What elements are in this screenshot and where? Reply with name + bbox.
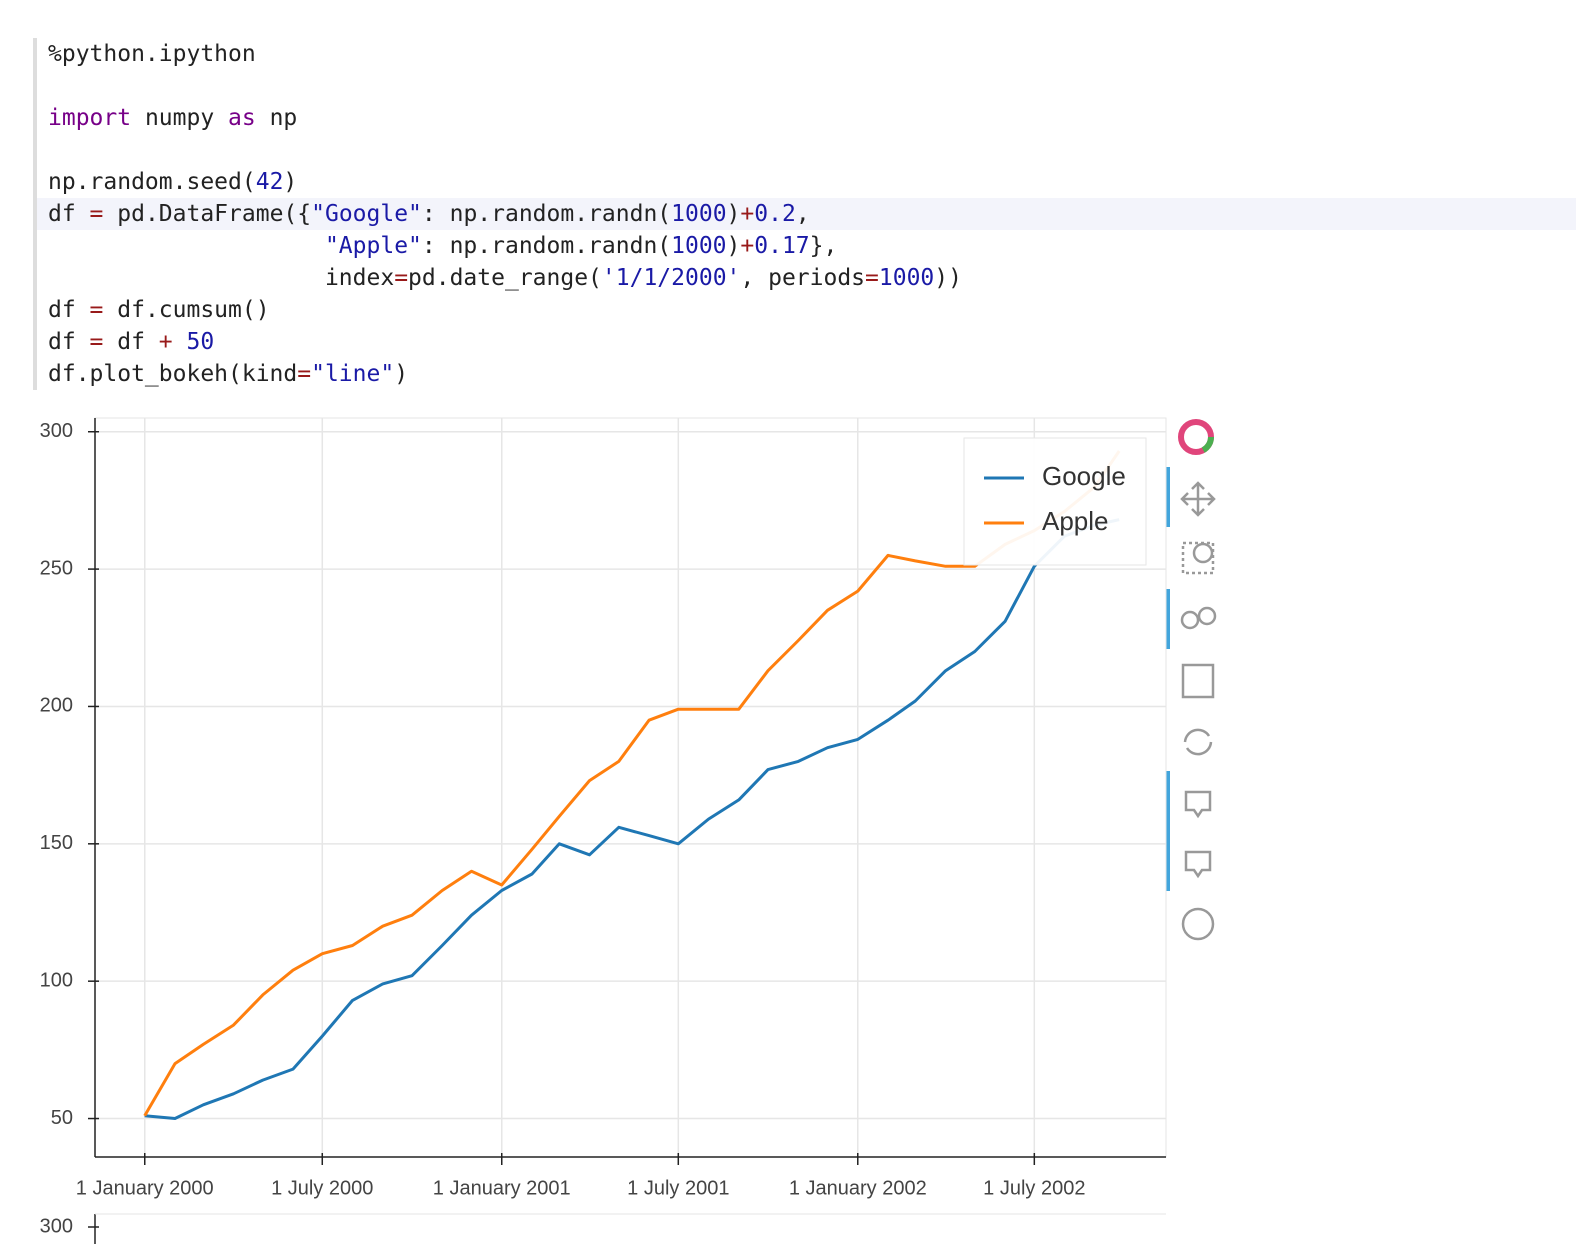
code-line: np.random.seed(42) <box>37 166 1576 198</box>
x-tick-label: 1 July 2002 <box>983 1177 1085 1199</box>
box-zoom-lens <box>1192 542 1214 564</box>
code-token: 1000 <box>878 265 935 291</box>
code-token: : np.random.randn( <box>421 201 672 227</box>
y-tick-label: 250 <box>40 557 73 579</box>
code-token: numpy <box>131 105 229 131</box>
code-token: df <box>103 329 159 355</box>
code-line: "Apple": np.random.randn(1000)+0.17}, <box>37 230 1576 262</box>
code-token: as <box>228 105 256 131</box>
legend-label: Google <box>1042 461 1126 491</box>
code-token: : np.random.randn( <box>421 233 672 259</box>
x-tick-label: 1 January 2000 <box>76 1177 214 1199</box>
help-tool[interactable] <box>1181 907 1215 941</box>
wheel-zoom-tool[interactable] <box>1180 610 1200 630</box>
wheel-zoom-lens <box>1197 606 1217 626</box>
code-token: import <box>48 105 132 131</box>
code-token: = <box>89 297 104 323</box>
save-tool[interactable] <box>1181 663 1215 699</box>
code-token: = <box>89 329 104 355</box>
code-token: ) <box>394 361 409 387</box>
code-token: = <box>89 201 104 227</box>
bokeh-logo-part <box>1178 419 1214 455</box>
code-token: df <box>48 329 90 355</box>
code-line: df.plot_bokeh(kind="line") <box>37 358 1576 390</box>
code-token: 42 <box>255 169 284 195</box>
y-tick-label: 300 <box>40 420 73 442</box>
code-token: + <box>740 233 755 259</box>
series-line <box>144 518 1120 1120</box>
hover-tool[interactable] <box>1184 850 1212 879</box>
x-tick-label: 1 July 2001 <box>627 1177 729 1199</box>
x-tick-label: 1 January 2001 <box>433 1177 571 1199</box>
code-token: pd.DataFrame({ <box>103 201 312 227</box>
code-token: df.plot_bokeh(kind <box>48 361 298 387</box>
code-token: 1000 <box>671 201 727 227</box>
code-token: = <box>394 265 409 291</box>
code-token: pd.date_range( <box>408 265 602 291</box>
code-token: ) <box>283 169 298 195</box>
code-token: %python.ipython <box>48 41 256 67</box>
legend-label: Apple <box>1042 506 1109 536</box>
code-token: , <box>795 201 810 227</box>
code-token: index <box>48 265 395 291</box>
toolbar <box>1166 419 1217 941</box>
active-tool <box>1166 771 1170 891</box>
code-line: df = df + 50 <box>37 326 1576 358</box>
code-token: + <box>158 329 173 355</box>
active-tool <box>1166 467 1170 527</box>
code-token: "Google" <box>311 201 422 227</box>
grid <box>95 418 1166 1157</box>
y-tick-label: 50 <box>51 1107 73 1129</box>
code-token: "Apple" <box>324 233 422 259</box>
code-token: 0.17 <box>754 233 810 259</box>
code-token: 0.2 <box>754 201 796 227</box>
code-token: 1000 <box>671 233 727 259</box>
code-token: np.random.seed( <box>48 169 256 195</box>
code-token: df <box>48 201 90 227</box>
code-token: = <box>865 265 879 291</box>
legend-box <box>963 437 1147 566</box>
code-token: + <box>740 201 755 227</box>
reset-tool[interactable] <box>1183 728 1213 756</box>
code-token: )) <box>934 265 962 291</box>
y-tick-label: 150 <box>40 832 73 854</box>
pan-tool[interactable] <box>1180 481 1216 517</box>
series-line <box>143 450 1121 1117</box>
code-line: import numpy as np <box>37 102 1576 134</box>
code-token: = <box>297 361 312 387</box>
hover-tool[interactable] <box>1184 790 1212 819</box>
code-token: }, <box>809 233 838 259</box>
code-token: df <box>48 297 90 323</box>
code-token: 50 <box>186 329 215 355</box>
y-tick-label: 300 <box>40 1215 73 1237</box>
x-tick-label: 1 January 2002 <box>789 1177 927 1199</box>
box-zoom-tool[interactable] <box>1181 541 1215 575</box>
code-token: df.cumsum() <box>103 297 270 323</box>
x-tick-label: 1 July 2000 <box>271 1177 373 1199</box>
code-line: index=pd.date_range('1/1/2000', periods=… <box>37 262 1576 294</box>
code-token: ) <box>726 201 741 227</box>
code-line: %python.ipython <box>37 38 1576 70</box>
code-token: "line" <box>311 361 395 387</box>
active-tool <box>1166 589 1170 649</box>
y-tick-label: 200 <box>40 695 73 717</box>
code-token: , periods <box>740 265 866 291</box>
code-token: '1/1/2000' <box>601 265 741 291</box>
y-tick-label: 100 <box>40 969 73 991</box>
code-line: df = df.cumsum() <box>37 294 1576 326</box>
code-cell[interactable]: %python.ipython​import numpy as np​np.ra… <box>33 38 1576 390</box>
code-token: ) <box>726 233 741 259</box>
code-token: np <box>255 105 298 131</box>
code-line: df = pd.DataFrame({"Google": np.random.r… <box>37 198 1576 230</box>
